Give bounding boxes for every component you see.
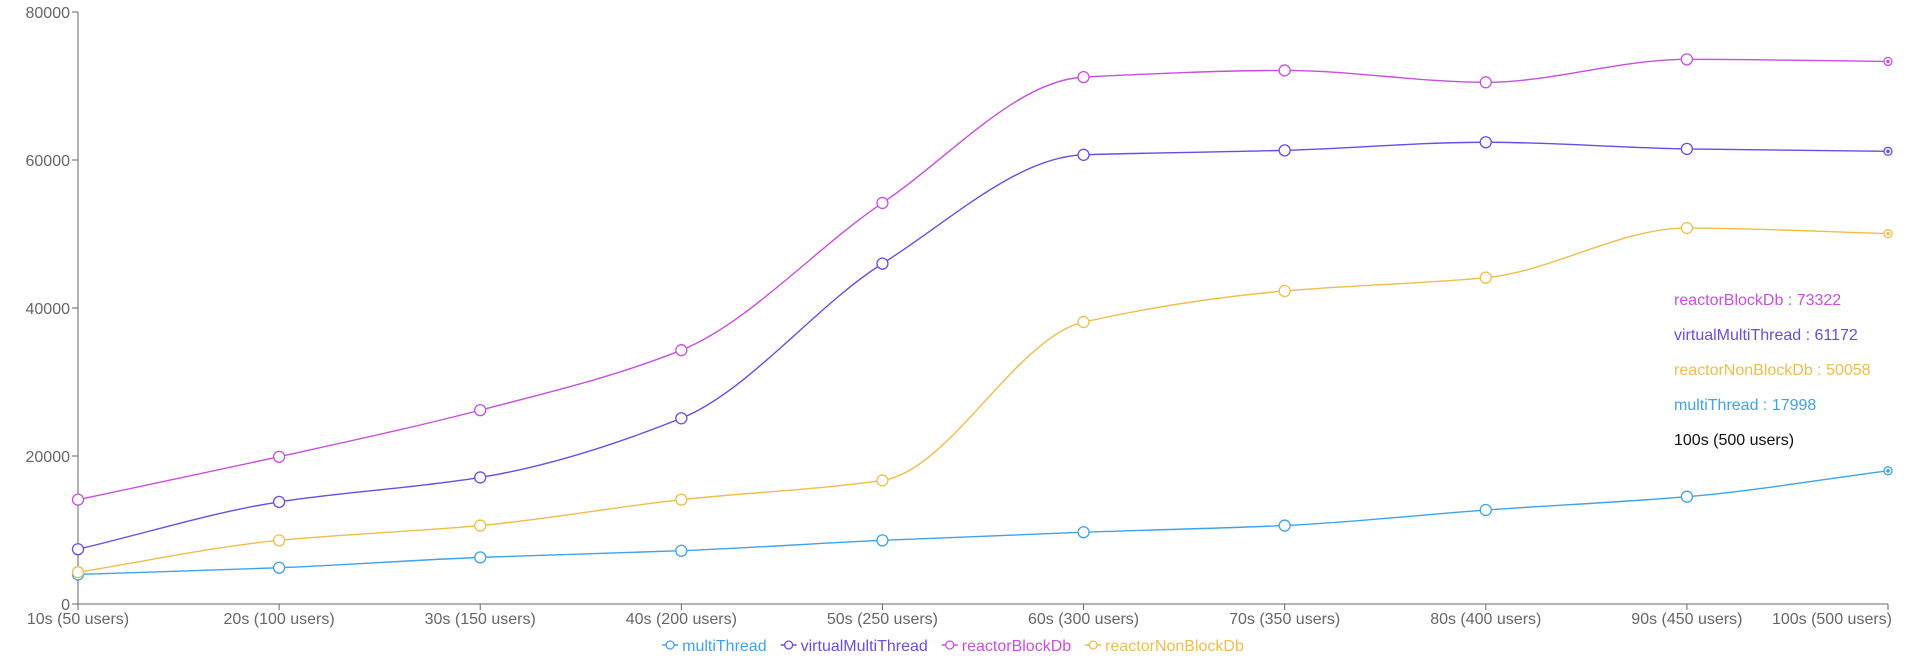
data-point-active xyxy=(1886,469,1890,473)
data-point-active xyxy=(1886,59,1890,64)
legend-marker-icon xyxy=(1088,640,1098,650)
data-point xyxy=(1278,144,1291,157)
data-point xyxy=(1077,526,1090,539)
data-point xyxy=(1278,519,1291,532)
series-reactorBlockDb xyxy=(71,53,1893,506)
series-virtualMultiThread xyxy=(71,136,1893,556)
data-point xyxy=(474,471,487,484)
legend-item-virtualMultiThread[interactable]: virtualMultiThread xyxy=(780,638,928,655)
x-tick-label: 80s (400 users) xyxy=(1430,611,1541,628)
legend-item-reactorNonBlockDb[interactable]: reactorNonBlockDb xyxy=(1085,638,1244,655)
series-reactorNonBlockDb xyxy=(71,221,1893,579)
data-point xyxy=(1077,315,1090,329)
data-point xyxy=(71,543,85,556)
data-point xyxy=(272,534,286,547)
x-tick-label: 100s (500 users) xyxy=(1772,611,1892,628)
tooltip-title: 100s (500 users) xyxy=(1674,432,1794,449)
data-point xyxy=(876,474,889,487)
legend-label: reactorBlockDb xyxy=(962,638,1071,655)
x-tick-label: 70s (350 users) xyxy=(1229,611,1340,628)
series-line xyxy=(77,141,1889,550)
legend-marker-icon xyxy=(665,640,675,650)
data-point xyxy=(876,534,889,547)
tooltip: reactorBlockDb : 73322 virtualMultiThrea… xyxy=(1674,292,1871,449)
data-point xyxy=(272,561,286,574)
x-tick-label: 10s (50 users) xyxy=(27,611,129,628)
data-point xyxy=(1680,490,1694,503)
data-point xyxy=(71,566,85,579)
data-point xyxy=(272,450,286,463)
x-tick-label: 90s (450 users) xyxy=(1631,611,1742,628)
data-point xyxy=(474,403,487,417)
data-point-active xyxy=(1886,231,1890,236)
legend-item-reactorBlockDb[interactable]: reactorBlockDb xyxy=(941,638,1071,655)
data-point xyxy=(474,551,487,564)
x-tick-label: 60s (300 users) xyxy=(1028,611,1139,628)
data-point xyxy=(1479,76,1492,89)
data-point xyxy=(1278,64,1291,77)
data-point xyxy=(1680,142,1694,156)
data-point xyxy=(1077,148,1090,161)
y-tick-label: 60000 xyxy=(26,153,71,170)
data-point xyxy=(1680,53,1694,66)
tooltip-item: reactorBlockDb : 73322 xyxy=(1674,292,1841,309)
series-line xyxy=(77,58,1889,501)
legend-item-multiThread[interactable]: multiThread xyxy=(662,638,767,655)
data-point xyxy=(675,493,688,506)
tooltip-item: virtualMultiThread : 61172 xyxy=(1674,327,1858,344)
legend-marker-icon xyxy=(945,640,955,650)
data-point xyxy=(1680,221,1694,235)
series-layer xyxy=(71,53,1893,581)
data-point xyxy=(1479,503,1492,517)
y-tick-label: 80000 xyxy=(26,5,71,22)
x-tick-label: 40s (200 users) xyxy=(626,611,737,628)
y-tick-label: 20000 xyxy=(26,449,71,466)
series-line xyxy=(77,227,1889,573)
data-point xyxy=(71,493,85,506)
legend-label: reactorNonBlockDb xyxy=(1105,638,1244,655)
series-multiThread xyxy=(71,466,1893,581)
x-tick-label: 20s (100 users) xyxy=(224,611,335,628)
legend-marker-icon xyxy=(783,640,794,650)
data-point xyxy=(1479,271,1492,284)
x-tick-label: 30s (150 users) xyxy=(425,611,536,628)
data-point xyxy=(876,196,889,210)
legend-label: virtualMultiThread xyxy=(801,638,928,655)
data-point xyxy=(675,344,688,357)
data-point-active xyxy=(1886,149,1890,154)
tooltip-item: reactorNonBlockDb : 50058 xyxy=(1674,362,1871,379)
data-point xyxy=(675,412,688,425)
x-tick-label: 50s (250 users) xyxy=(827,611,938,628)
data-point xyxy=(272,495,286,509)
data-point xyxy=(1278,284,1291,298)
data-point xyxy=(1479,136,1492,149)
data-point xyxy=(474,519,487,532)
data-point xyxy=(1077,70,1090,84)
tooltip-item: multiThread : 17998 xyxy=(1674,397,1816,414)
axes: 0 20000 40000 60000 80000 10s (50 users) 20s (… xyxy=(26,5,1893,628)
series-line xyxy=(77,470,1889,576)
y-tick-label: 40000 xyxy=(26,301,71,318)
y-tick-label: 0 xyxy=(61,597,70,614)
legend-label: multiThread xyxy=(682,638,766,655)
legend[interactable]: multiThread virtualMultiThread reactorBloc… xyxy=(662,638,1244,655)
data-point xyxy=(876,257,889,270)
data-point xyxy=(675,544,688,557)
